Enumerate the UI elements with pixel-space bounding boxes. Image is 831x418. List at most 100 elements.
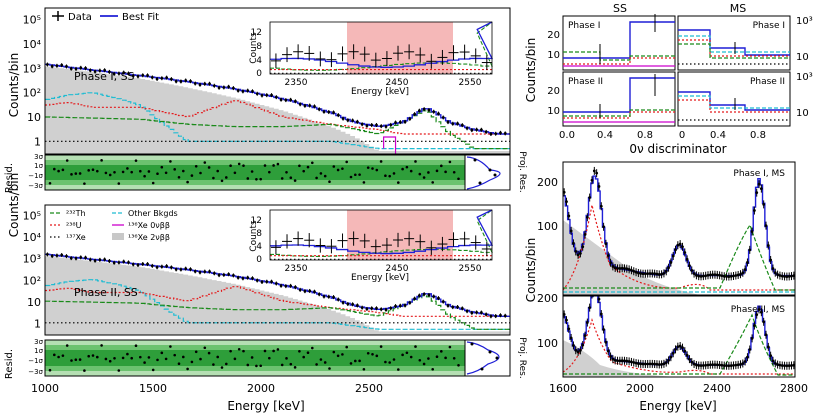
- residual-point: [164, 357, 168, 361]
- u238-line: [45, 286, 510, 317]
- residual-point: [130, 170, 133, 174]
- data-point: [336, 113, 340, 117]
- residual-point: [306, 165, 310, 169]
- ms-point: [729, 364, 733, 368]
- ms-point: [778, 274, 782, 277]
- y-tick: 1: [34, 318, 41, 331]
- resid-label: Resid.: [4, 163, 15, 193]
- residual-point: [139, 355, 142, 359]
- svg-text:10: 10: [547, 50, 560, 61]
- data-point: [432, 295, 436, 298]
- residual-point: [405, 351, 409, 355]
- ms-point: [567, 214, 571, 218]
- residual-point: [289, 176, 293, 180]
- data-point: [494, 132, 498, 136]
- y-tick: 10³: [23, 253, 41, 266]
- inset-xtick: 2350: [285, 78, 308, 88]
- data-points: [45, 62, 507, 137]
- ms-point: [688, 357, 691, 361]
- legend-2nu: ¹³⁶Xe 2νββ: [128, 233, 170, 242]
- ms-point: [780, 274, 784, 278]
- xe2nu-fill: [45, 66, 510, 154]
- ms-point: [602, 225, 605, 229]
- residual-point: [87, 169, 90, 172]
- data-point: [50, 64, 54, 68]
- residual-point: [147, 356, 151, 359]
- residual-point: [422, 176, 426, 179]
- residual-point: [440, 164, 443, 168]
- svg-text:2000: 2000: [626, 382, 654, 395]
- residual-point: [285, 357, 288, 360]
- residual-point: [366, 351, 370, 355]
- ms-point: [771, 359, 775, 363]
- data-point: [165, 264, 169, 268]
- ms-point: [676, 345, 680, 349]
- data-point: [136, 74, 140, 78]
- residual-point: [341, 353, 344, 356]
- data-point: [88, 68, 92, 72]
- ms-point: [787, 275, 791, 278]
- residual-point: [268, 170, 271, 174]
- residual-point: [108, 173, 112, 177]
- data-point: [222, 273, 226, 277]
- residual-point: [100, 159, 103, 162]
- ms-point: [671, 254, 675, 258]
- data-point: [446, 120, 450, 124]
- residual-point: [203, 161, 207, 164]
- ms-point: [674, 348, 677, 351]
- residual-point: [229, 164, 232, 168]
- data-point: [465, 126, 469, 130]
- residual-point: [268, 356, 271, 360]
- ms-point: [572, 241, 575, 245]
- residual-point: [384, 174, 387, 177]
- th232-line: [45, 295, 510, 330]
- data-point: [55, 254, 59, 257]
- ms-point: [790, 364, 793, 367]
- ms-point: [669, 261, 673, 264]
- residual-point: [289, 362, 293, 366]
- ms-point: [613, 266, 617, 270]
- svg-text:0.4: 0.4: [597, 130, 613, 141]
- residual-point: [134, 344, 138, 348]
- ms-point: [583, 334, 587, 338]
- svg-text:Counts/bin: Counts/bin: [524, 238, 538, 303]
- residual-point: [74, 172, 78, 175]
- ms-point: [630, 268, 633, 272]
- data-point: [289, 284, 293, 288]
- svg-text:100: 100: [537, 220, 558, 233]
- data-point: [150, 75, 154, 79]
- residual-point: [392, 172, 396, 175]
- ms-point: [590, 178, 594, 182]
- residual-point: [96, 169, 99, 173]
- ms-point: [699, 274, 703, 278]
- residual-point: [91, 168, 95, 172]
- ms-point: [683, 349, 687, 353]
- data-point: [332, 111, 335, 114]
- residual-point: [427, 171, 430, 174]
- data-point: [398, 120, 402, 124]
- residual-point: [250, 170, 254, 173]
- ms-point: [780, 364, 784, 367]
- data-point: [313, 290, 316, 294]
- inset-ytick: 12: [251, 28, 262, 38]
- residual-point: [414, 160, 417, 163]
- data-point: [351, 119, 355, 122]
- inset-xtick: 2450: [386, 78, 409, 88]
- ms-point: [701, 364, 705, 367]
- legend-fit: Best Fit: [122, 12, 159, 23]
- ms-point: [685, 353, 689, 357]
- residual-point: [401, 167, 404, 171]
- svg-text:0: 0: [256, 255, 262, 265]
- data-point: [284, 284, 288, 288]
- ms-point: [764, 333, 768, 337]
- residual-point: [182, 355, 185, 359]
- ms-point: [662, 271, 666, 275]
- data-point: [494, 314, 498, 318]
- ms-point: [739, 362, 742, 366]
- residual-point: [379, 345, 383, 348]
- ms-point: [623, 266, 626, 270]
- data-point: [212, 271, 216, 275]
- ms-point: [704, 363, 708, 367]
- residual-point: [280, 363, 284, 367]
- ms-point: [783, 275, 786, 278]
